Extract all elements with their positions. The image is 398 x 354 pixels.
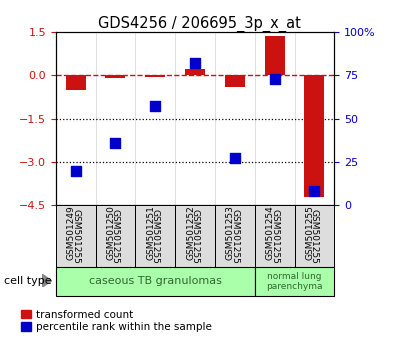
- Text: cell type: cell type: [4, 276, 52, 286]
- FancyBboxPatch shape: [56, 205, 96, 267]
- Point: [232, 156, 238, 161]
- Text: GSM501255: GSM501255: [151, 209, 160, 264]
- Bar: [185, 69, 205, 75]
- Point: [271, 76, 278, 81]
- Point: [311, 189, 318, 194]
- FancyBboxPatch shape: [295, 205, 334, 267]
- Text: GSM501255: GSM501255: [191, 209, 199, 264]
- Text: GSM501255: GSM501255: [111, 209, 120, 264]
- Text: GSM501250: GSM501250: [106, 205, 115, 260]
- Bar: [105, 75, 125, 78]
- Point: [72, 168, 79, 173]
- Text: GSM501255: GSM501255: [270, 209, 279, 264]
- Text: GSM501255: GSM501255: [71, 209, 80, 264]
- FancyBboxPatch shape: [215, 205, 255, 267]
- Bar: [66, 75, 86, 90]
- Text: caseous TB granulomas: caseous TB granulomas: [89, 276, 222, 286]
- Text: GSM501254: GSM501254: [265, 205, 275, 260]
- Legend: transformed count, percentile rank within the sample: transformed count, percentile rank withi…: [21, 310, 212, 332]
- Text: GSM501255: GSM501255: [230, 209, 239, 264]
- Text: GSM501251: GSM501251: [146, 205, 155, 260]
- Point: [152, 104, 158, 109]
- Point: [112, 140, 119, 146]
- FancyBboxPatch shape: [255, 267, 334, 296]
- Text: GSM501253: GSM501253: [226, 205, 235, 260]
- Polygon shape: [42, 274, 52, 287]
- Bar: [265, 36, 285, 75]
- FancyBboxPatch shape: [255, 205, 295, 267]
- Bar: [145, 75, 165, 77]
- Text: GSM501249: GSM501249: [66, 205, 76, 260]
- Bar: [304, 75, 324, 197]
- Bar: [225, 75, 245, 87]
- FancyBboxPatch shape: [96, 205, 135, 267]
- Point: [192, 60, 198, 66]
- FancyBboxPatch shape: [135, 205, 175, 267]
- FancyBboxPatch shape: [56, 267, 255, 296]
- Text: GDS4256 / 206695_3p_x_at: GDS4256 / 206695_3p_x_at: [98, 16, 300, 32]
- Text: GSM501255: GSM501255: [310, 209, 319, 264]
- Text: GSM501252: GSM501252: [186, 205, 195, 260]
- FancyBboxPatch shape: [175, 205, 215, 267]
- Text: GSM501255: GSM501255: [305, 205, 314, 260]
- Text: normal lung
parenchyma: normal lung parenchyma: [266, 272, 323, 291]
